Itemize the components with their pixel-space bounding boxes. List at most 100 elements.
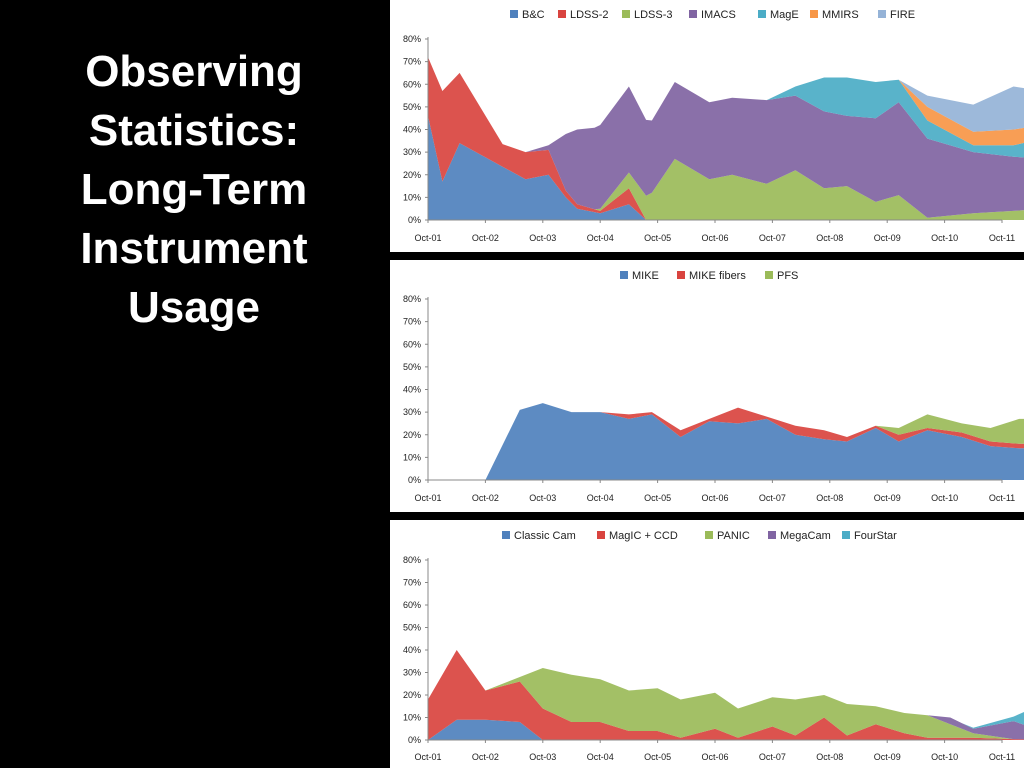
x-tick-label: Oct-11 — [989, 233, 1015, 243]
x-tick-label: Oct-09 — [874, 233, 901, 243]
x-tick-label: Oct-11 — [989, 752, 1015, 762]
x-tick-label: Oct-06 — [701, 752, 728, 762]
chart-legend: MIKE MIKE fibers PFS — [620, 270, 798, 282]
x-tick-label: Oct-05 — [644, 752, 671, 762]
title-line: Long-Term — [80, 165, 308, 214]
legend-swatch — [768, 531, 776, 539]
y-tick-label: 30% — [403, 668, 421, 678]
y-tick-label: 20% — [403, 430, 421, 440]
area-series-mike — [428, 403, 1024, 480]
area-series-mage — [428, 57, 1024, 158]
legend-label: Classic Cam — [514, 530, 576, 542]
y-tick-label: 80% — [403, 555, 421, 565]
legend-label: MagE — [770, 9, 799, 21]
y-tick-label: 20% — [403, 170, 421, 180]
y-tick-label: 0% — [408, 735, 421, 745]
y-tick-label: 10% — [403, 192, 421, 202]
chart-legend: B&C LDSS-2 LDSS-3 IMACS MagE MMIRS FIRE — [510, 9, 915, 21]
x-tick-label: Oct-07 — [759, 493, 786, 503]
area-series-mike-fibers — [428, 403, 1024, 480]
y-tick-label: 10% — [403, 452, 421, 462]
area-series-ldss-3 — [428, 57, 1024, 220]
y-tick-label: 0% — [408, 475, 421, 485]
y-tick-label: 30% — [403, 407, 421, 417]
legend-swatch — [677, 271, 685, 279]
y-tick-label: 40% — [403, 645, 421, 655]
area-series-group — [428, 57, 1024, 220]
x-tick-label: Oct-06 — [701, 233, 728, 243]
x-tick-label: Oct-04 — [587, 233, 614, 243]
legend-label: MIKE fibers — [689, 270, 746, 282]
y-tick-label: 50% — [403, 623, 421, 633]
chart-legend: Classic Cam MagIC + CCD PANIC MegaCam FourSt… — [502, 530, 897, 542]
area-series-group — [428, 650, 1024, 740]
x-tick-label: Oct-01 — [414, 752, 441, 762]
area-series-imacs — [428, 57, 1024, 218]
title-line: Instrument — [80, 224, 308, 273]
legend-label: LDSS-2 — [570, 9, 609, 21]
legend-swatch — [878, 10, 886, 18]
legend-label: MMIRS — [822, 9, 859, 21]
y-tick-label: 50% — [403, 362, 421, 372]
y-tick-label: 10% — [403, 713, 421, 723]
x-tick-label: Oct-04 — [587, 752, 614, 762]
x-tick-label: Oct-03 — [529, 233, 556, 243]
chart-axes: 0% 10% 20% 30% 40% 50% 60% 70% 80% Oct-01 Oct-02 Oc… — [403, 34, 1015, 243]
x-tick-label: Oct-01 — [414, 493, 441, 503]
legend-label: MIKE — [632, 270, 659, 282]
chart-axes: 0% 10% 20% 30% 40% 50% 60% 70% 80% Oct-01 Oct-02 Oc… — [403, 294, 1015, 503]
legend-swatch — [510, 10, 518, 18]
legend-label: FourStar — [854, 530, 897, 542]
legend-label: PANIC — [717, 530, 750, 542]
legend-swatch — [502, 531, 510, 539]
legend-label: MegaCam — [780, 530, 831, 542]
area-chart: 0% 10% 20% 30% 40% 50% 60% 70% 80% Oct-01 Oct-02 Oc… — [403, 270, 1024, 503]
y-tick-label: 50% — [403, 102, 421, 112]
x-tick-label: Oct-07 — [759, 233, 786, 243]
x-tick-label: Oct-08 — [816, 752, 843, 762]
x-tick-label: Oct-02 — [472, 233, 499, 243]
legend-swatch — [558, 10, 566, 18]
y-tick-label: 70% — [403, 57, 421, 67]
legend-swatch — [705, 531, 713, 539]
x-tick-label: Oct-05 — [644, 233, 671, 243]
x-tick-label: Oct-10 — [931, 233, 958, 243]
title-line: Usage — [127, 283, 261, 332]
y-tick-label: 80% — [403, 294, 421, 304]
chart-panel-spectrographs: 0% 10% 20% 30% 40% 50% 60% 70% 80% Oct-01 Oct-02 Oc… — [390, 0, 1024, 252]
area-series-classic-cam — [428, 719, 1024, 740]
x-tick-label: Oct-07 — [759, 752, 786, 762]
legend-swatch — [689, 10, 697, 18]
legend-swatch — [622, 10, 630, 18]
legend-label: FIRE — [890, 9, 915, 21]
legend-label: LDSS-3 — [634, 9, 673, 21]
legend-label: IMACS — [701, 9, 736, 21]
area-chart: 0% 10% 20% 30% 40% 50% 60% 70% 80% Oct-01 Oct-02 Oc… — [403, 530, 1024, 762]
chart-panel-echelle: 0% 10% 20% 30% 40% 50% 60% 70% 80% Oct-01 Oct-02 Oc… — [390, 260, 1024, 512]
y-tick-label: 40% — [403, 125, 421, 135]
title-line: Observing — [85, 47, 303, 96]
legend-label: B&C — [522, 9, 545, 21]
x-tick-label: Oct-03 — [529, 493, 556, 503]
x-tick-label: Oct-02 — [472, 752, 499, 762]
chart-axes: 0% 10% 20% 30% 40% 50% 60% 70% 80% Oct-01 Oct-02 Oc… — [403, 555, 1015, 762]
x-tick-label: Oct-05 — [644, 493, 671, 503]
y-tick-label: 60% — [403, 339, 421, 349]
legend-swatch — [842, 531, 850, 539]
x-tick-label: Oct-08 — [816, 493, 843, 503]
x-tick-label: Oct-10 — [931, 752, 958, 762]
y-tick-label: 70% — [403, 317, 421, 327]
chart-panel-imagers: 0% 10% 20% 30% 40% 50% 60% 70% 80% Oct-01 Oct-02 Oc… — [390, 520, 1024, 768]
title-line: Statistics: — [88, 106, 300, 155]
area-series-panic — [428, 650, 1024, 740]
y-tick-label: 60% — [403, 79, 421, 89]
x-tick-label: Oct-09 — [874, 752, 901, 762]
y-tick-label: 70% — [403, 578, 421, 588]
legend-swatch — [758, 10, 766, 18]
y-tick-label: 0% — [408, 215, 421, 225]
y-tick-label: 60% — [403, 600, 421, 610]
legend-swatch — [810, 10, 818, 18]
x-tick-label: Oct-08 — [816, 233, 843, 243]
x-tick-label: Oct-09 — [874, 493, 901, 503]
legend-swatch — [620, 271, 628, 279]
